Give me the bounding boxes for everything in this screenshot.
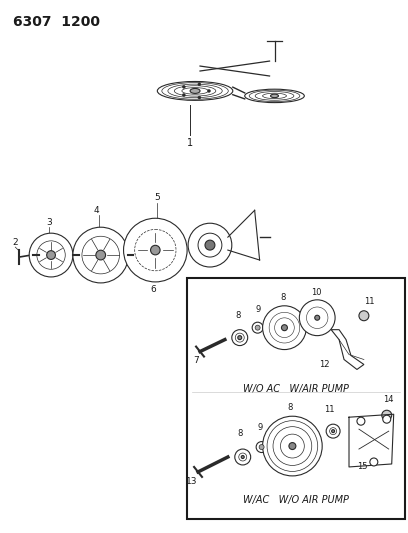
Ellipse shape [271,94,279,98]
Circle shape [208,90,211,92]
Ellipse shape [299,300,335,336]
Text: 14: 14 [384,395,394,405]
Text: 5: 5 [155,193,160,203]
Circle shape [357,417,365,425]
Ellipse shape [157,82,233,100]
Bar [187,278,405,519]
Text: 8: 8 [281,293,286,302]
Text: 11: 11 [364,297,374,306]
Text: 3: 3 [46,218,52,227]
Ellipse shape [359,311,369,321]
Text: 6307  1200: 6307 1200 [13,15,100,29]
Text: 10: 10 [311,288,322,297]
Ellipse shape [151,245,160,255]
Ellipse shape [263,416,322,476]
Ellipse shape [238,336,242,340]
Text: 1: 1 [187,138,193,148]
Ellipse shape [289,442,296,449]
Text: 8: 8 [237,429,242,438]
Ellipse shape [245,89,304,103]
Ellipse shape [252,322,263,333]
Text: 4: 4 [94,206,100,215]
Ellipse shape [29,233,73,277]
Ellipse shape [232,330,248,345]
Text: 8: 8 [288,403,293,412]
Ellipse shape [256,441,267,453]
Ellipse shape [382,410,392,420]
Circle shape [205,240,215,250]
Text: 9: 9 [255,305,260,314]
Text: 11: 11 [324,405,335,414]
Text: 12: 12 [319,360,329,369]
Ellipse shape [190,88,200,93]
Ellipse shape [96,250,106,260]
Text: 8: 8 [235,311,240,320]
Ellipse shape [235,449,251,465]
Text: 15: 15 [357,462,367,471]
Ellipse shape [124,218,187,282]
Text: 2: 2 [13,238,18,247]
Circle shape [188,223,232,267]
Circle shape [198,96,201,99]
Ellipse shape [263,306,306,350]
Circle shape [383,415,391,423]
Text: 9: 9 [258,423,263,432]
Ellipse shape [326,424,340,438]
Text: 6: 6 [151,285,156,294]
Ellipse shape [332,430,335,433]
Text: W/AC   W/O AIR PUMP: W/AC W/O AIR PUMP [243,495,349,505]
Ellipse shape [73,227,129,283]
Circle shape [370,458,378,466]
Circle shape [182,85,185,88]
Text: 13: 13 [186,477,198,486]
Ellipse shape [47,251,55,260]
Circle shape [198,83,201,86]
Text: 7: 7 [193,356,199,365]
Ellipse shape [282,325,287,330]
Text: W/O AC   W/AIR PUMP: W/O AC W/AIR PUMP [243,384,349,394]
Ellipse shape [259,445,264,449]
Circle shape [182,93,185,96]
Ellipse shape [315,315,320,320]
Ellipse shape [255,325,260,330]
Ellipse shape [241,456,244,458]
